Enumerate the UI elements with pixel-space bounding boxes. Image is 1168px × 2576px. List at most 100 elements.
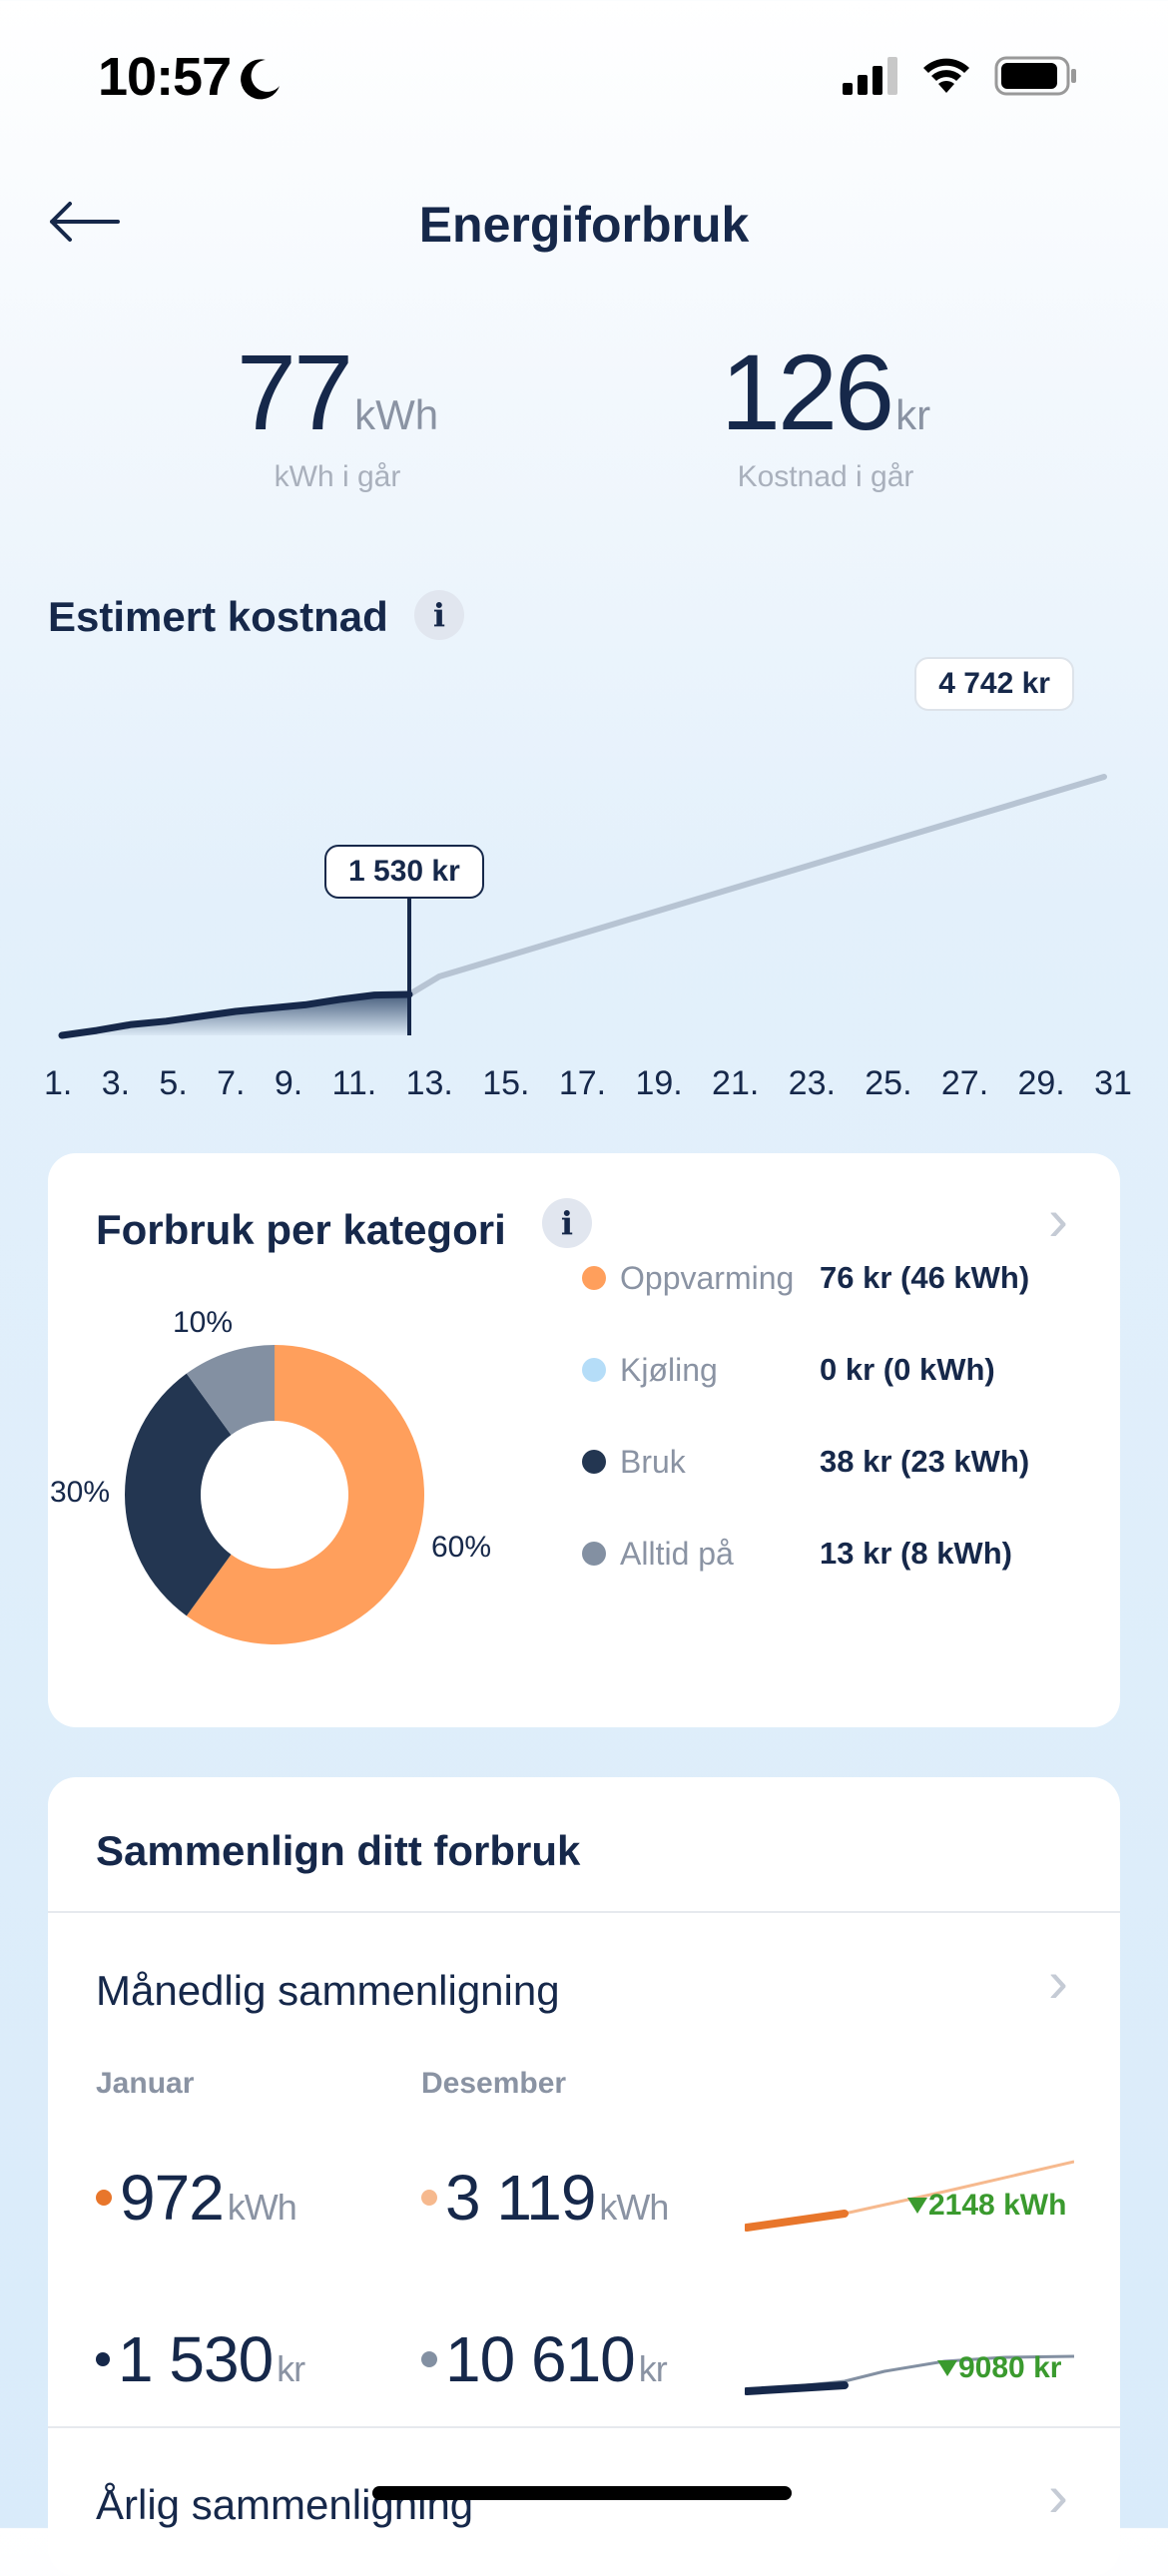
monthly-comparison-title[interactable]: Månedlig sammenligning bbox=[96, 1967, 560, 2014]
legend-label: Kjøling bbox=[620, 1351, 718, 1388]
down-triangle-icon bbox=[937, 2360, 957, 2376]
x-axis-label: 27. bbox=[940, 1064, 989, 1102]
legend-dot bbox=[582, 1542, 606, 1566]
kr-sparkline bbox=[745, 2354, 1074, 2395]
legend-label: Alltid på bbox=[620, 1535, 734, 1572]
kwh-current: 972 kWh bbox=[96, 2161, 297, 2235]
cost-value: 126 bbox=[720, 331, 894, 452]
kr-unit: kr bbox=[277, 2348, 305, 2389]
legend-dot bbox=[582, 1358, 606, 1382]
status-icons bbox=[843, 56, 1078, 96]
chevron-right-icon[interactable]: › bbox=[1048, 1948, 1068, 2015]
compare-card: Sammenlign ditt forbruk Månedlig sammenl… bbox=[48, 1777, 1120, 2576]
x-axis-label: 9. bbox=[274, 1064, 303, 1102]
projected-cost-line bbox=[406, 774, 1107, 998]
x-axis-label: 25. bbox=[865, 1064, 912, 1102]
x-axis-label: 15. bbox=[482, 1064, 530, 1102]
x-axis-label: 3. bbox=[101, 1064, 131, 1102]
legend-row: Oppvarming 76 kr (46 kWh) bbox=[582, 1253, 1101, 1303]
bullet-dot bbox=[421, 2190, 437, 2206]
kr-delta: 9080 kr bbox=[936, 2351, 1061, 2385]
x-axis-label: 31 bbox=[1094, 1064, 1132, 1102]
info-icon[interactable]: i bbox=[414, 590, 464, 640]
kwh-previous: 3 119 kWh bbox=[421, 2161, 669, 2235]
kwh-unit: kWh bbox=[227, 2187, 297, 2228]
kwh-unit: kWh bbox=[599, 2187, 669, 2228]
donut-slice bbox=[125, 1373, 232, 1616]
moon-icon bbox=[241, 59, 280, 100]
info-icon[interactable]: i bbox=[542, 1198, 592, 1248]
legend-row: Kjøling 0 kr (0 kWh) bbox=[582, 1345, 1101, 1395]
donut-pct-label: 30% bbox=[50, 1476, 111, 1509]
kwh-delta: 2148 kWh bbox=[906, 2189, 1066, 2223]
donut-slice bbox=[186, 1345, 275, 1436]
actual-cost-line bbox=[58, 990, 413, 1039]
x-axis-label: 13. bbox=[405, 1064, 453, 1102]
legend-value: 38 kr (23 kWh) bbox=[820, 1444, 1030, 1479]
status-time: 10:57 bbox=[98, 47, 232, 107]
chevron-right-icon[interactable]: › bbox=[1048, 2462, 1068, 2529]
home-indicator[interactable] bbox=[372, 2486, 792, 2500]
kr-delta-value: 9080 kr bbox=[958, 2351, 1062, 2384]
battery-icon bbox=[994, 56, 1076, 96]
bullet-dot bbox=[96, 2190, 112, 2206]
current-cost-tag: 1 530 kr bbox=[324, 845, 484, 899]
kwh-current-value: 972 bbox=[120, 2162, 225, 2234]
legend-value: 0 kr (0 kWh) bbox=[820, 1352, 995, 1387]
x-axis-label: 7. bbox=[217, 1064, 246, 1102]
divider bbox=[48, 1911, 1120, 1913]
category-donut bbox=[125, 1345, 424, 1644]
kwh-stat: 77kWh kWh i går bbox=[58, 329, 617, 494]
cost-stat: 126kr Kostnad i går bbox=[546, 329, 1105, 494]
end-cost-tag: 4 742 kr bbox=[914, 657, 1074, 711]
kwh-delta-value: 2148 kWh bbox=[928, 2189, 1067, 2222]
x-axis-label: 29. bbox=[1017, 1064, 1065, 1102]
chevron-right-icon[interactable]: › bbox=[1048, 1186, 1068, 1253]
signal-icon bbox=[843, 57, 897, 95]
bullet-dot bbox=[421, 2351, 437, 2367]
legend-value: 76 kr (46 kWh) bbox=[820, 1260, 1030, 1295]
donut-pct-label: 60% bbox=[431, 1531, 492, 1564]
legend-row: Alltid på 13 kr (8 kWh) bbox=[582, 1529, 1101, 1579]
kr-previous-value: 10 610 bbox=[445, 2323, 636, 2395]
back-arrow-icon[interactable] bbox=[46, 196, 122, 248]
current-month-label: Januar bbox=[96, 2067, 195, 2100]
donut-pct-label: 10% bbox=[173, 1306, 234, 1339]
down-triangle-icon bbox=[907, 2198, 927, 2214]
kwh-caption: kWh i går bbox=[274, 460, 401, 493]
kwh-sparkline bbox=[745, 2160, 1074, 2232]
legend-row: Bruk 38 kr (23 kWh) bbox=[582, 1437, 1101, 1487]
previous-month-label: Desember bbox=[421, 2067, 567, 2100]
estimated-cost-title: Estimert kostnad bbox=[48, 593, 388, 640]
legend-label: Oppvarming bbox=[620, 1259, 795, 1296]
donut-slice bbox=[186, 1345, 424, 1644]
category-card[interactable]: Forbruk per kategori i › 10% 30% 60% Opp… bbox=[48, 1153, 1120, 1727]
cost-caption: Kostnad i går bbox=[737, 460, 914, 493]
kwh-previous-value: 3 119 bbox=[445, 2162, 596, 2234]
legend-label: Bruk bbox=[620, 1443, 686, 1480]
page-title: Energiforbruk bbox=[418, 197, 750, 253]
x-axis-label: 17. bbox=[558, 1064, 607, 1102]
divider bbox=[48, 2426, 1120, 2428]
category-title: Forbruk per kategori bbox=[96, 1206, 506, 1253]
kr-unit: kr bbox=[638, 2348, 668, 2389]
x-axis-label: 19. bbox=[635, 1064, 683, 1102]
legend-dot bbox=[582, 1450, 606, 1474]
wifi-icon bbox=[923, 58, 969, 93]
legend-dot bbox=[582, 1266, 606, 1290]
x-axis-label: 5. bbox=[159, 1064, 188, 1102]
kr-previous: 10 610 kr bbox=[421, 2322, 668, 2396]
bullet-dot bbox=[96, 2352, 110, 2366]
x-axis-labels: 1. 3. 5. 7. 9. 11. 13. 15. 17. 19. 21. 23. 25. 27. 29.… bbox=[44, 1064, 1132, 1103]
compare-title: Sammenlign ditt forbruk bbox=[96, 1827, 581, 1874]
legend-value: 13 kr (8 kWh) bbox=[820, 1536, 1012, 1571]
kr-current: 1 530 kr bbox=[96, 2322, 305, 2396]
kwh-unit: kWh bbox=[354, 391, 439, 438]
x-axis-label: 11. bbox=[331, 1064, 377, 1102]
kwh-value: 77 bbox=[236, 331, 353, 452]
x-axis-label: 21. bbox=[712, 1064, 760, 1102]
estimated-cost-chart bbox=[58, 774, 1107, 1039]
x-axis-label: 23. bbox=[788, 1064, 836, 1102]
cost-unit: kr bbox=[895, 391, 931, 438]
kr-current-value: 1 530 bbox=[118, 2323, 274, 2395]
